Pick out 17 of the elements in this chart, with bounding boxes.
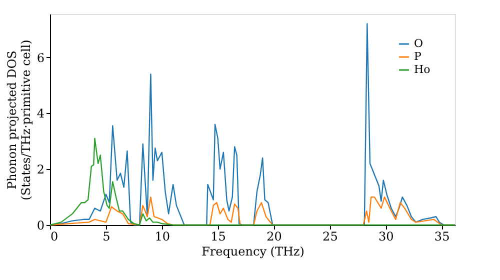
x-tick-label: 10 [154,230,170,244]
x-tick-label: 30 [378,230,394,244]
x-tick-label: 15 [210,230,226,244]
legend-label: P [414,50,422,63]
x-axis-title: Frequency (THz) [202,244,304,258]
x-tick-label: 0 [50,230,58,244]
y-tick-label: 2 [36,162,44,177]
y-tick-label: 0 [36,218,44,232]
y-tick-label: 6 [36,50,44,65]
x-tick-label: 5 [102,230,110,244]
x-tick-label: 35 [434,230,450,244]
y-tick-label: 4 [36,106,45,121]
legend-label: Ho [414,63,431,76]
y-axis-title: Phonon projected DOS (States/THz·primitive cell) [4,40,33,200]
x-tick-label: 20 [266,230,282,244]
legend-label: O [414,37,424,50]
x-tick-label: 25 [322,230,338,244]
